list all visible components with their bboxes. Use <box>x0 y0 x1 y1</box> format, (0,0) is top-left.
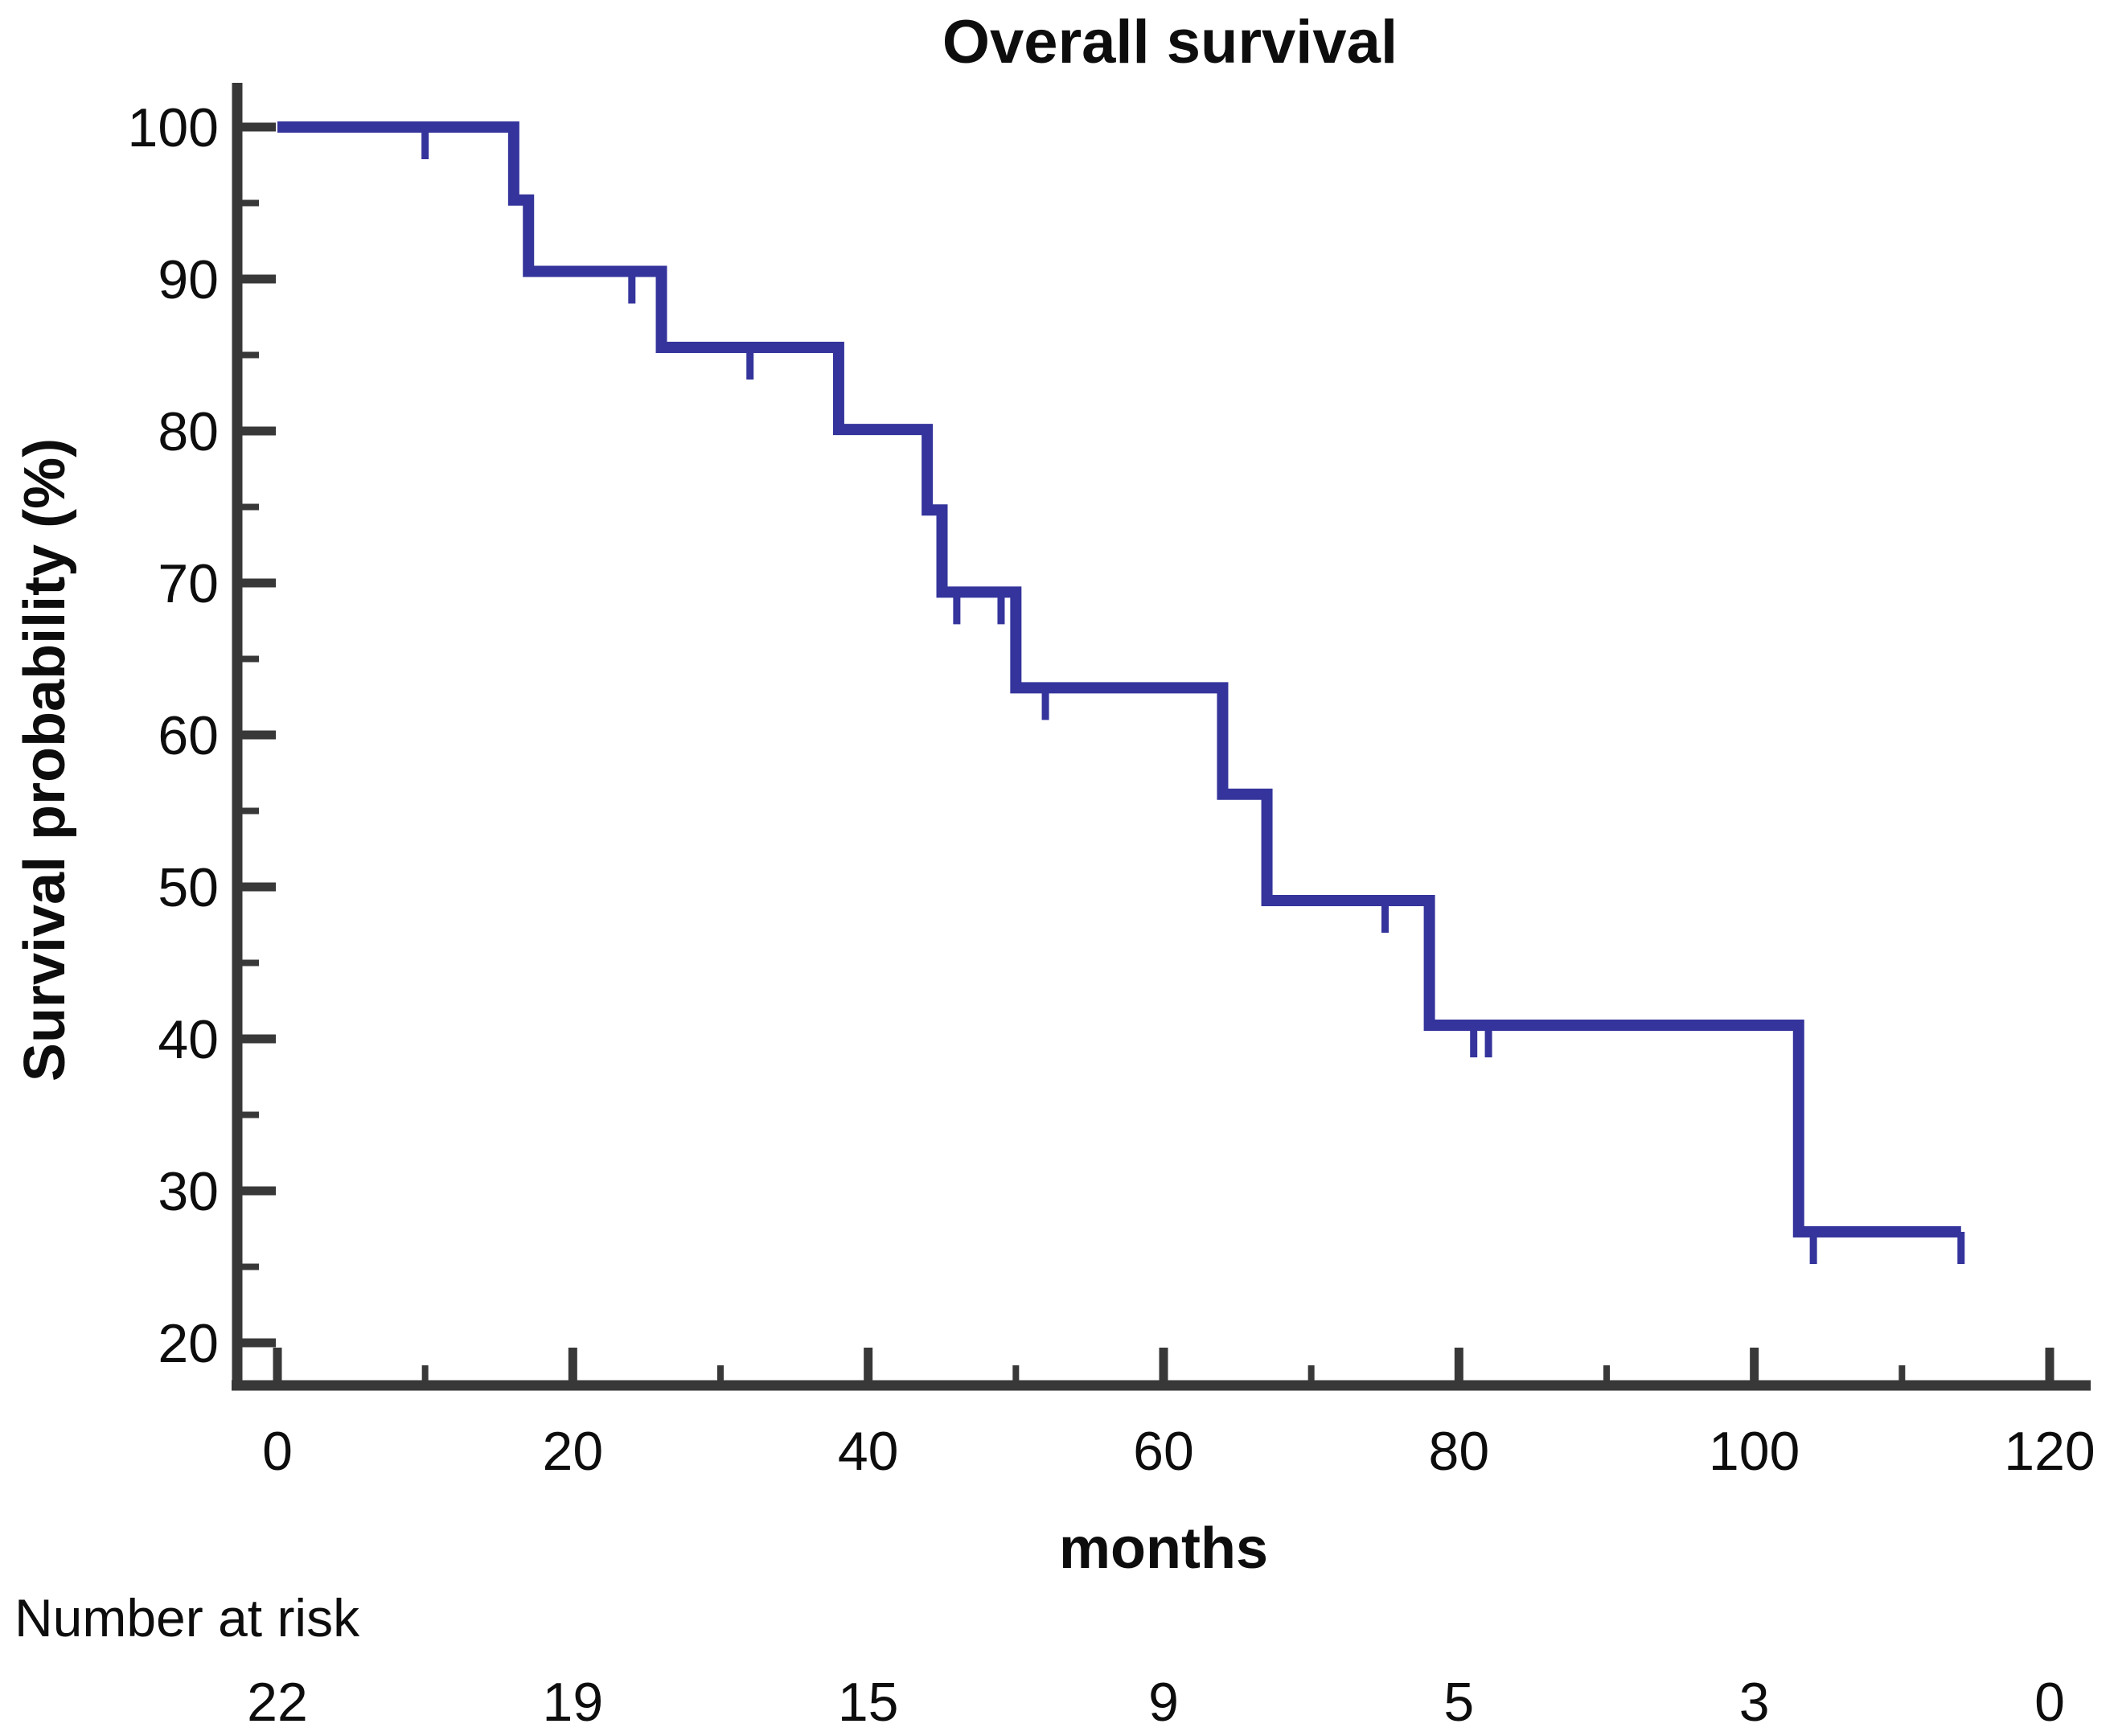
number-at-risk-row: 22 19 15 9 5 3 0 <box>247 1672 2065 1733</box>
tick-labels-layer: 100 90 80 70 60 50 40 30 20 0 20 40 60 80 100 120 <box>128 97 2096 1482</box>
ticks-layer <box>237 122 2054 1385</box>
number-at-risk-value: 22 <box>247 1672 308 1733</box>
number-at-risk-value: 3 <box>1739 1672 1770 1733</box>
x-tick-label: 40 <box>838 1421 899 1482</box>
number-at-risk-value: 0 <box>2034 1672 2065 1733</box>
x-tick-label: 0 <box>262 1421 293 1482</box>
chart-title: Overall survival <box>942 8 1398 76</box>
number-at-risk-value: 15 <box>838 1672 899 1733</box>
y-axis-label: Survival probability (%) <box>13 438 77 1081</box>
x-tick-label: 60 <box>1133 1421 1194 1482</box>
y-tick-label: 60 <box>158 705 219 766</box>
y-tick-label: 50 <box>158 857 219 918</box>
y-tick-label: 20 <box>158 1313 219 1374</box>
number-at-risk-label: Number at risk <box>14 1588 360 1648</box>
y-tick-label: 30 <box>158 1161 219 1222</box>
x-tick-label: 120 <box>2004 1421 2095 1482</box>
y-tick-label: 100 <box>128 97 219 158</box>
y-tick-label: 70 <box>158 553 219 614</box>
x-tick-label: 80 <box>1429 1421 1490 1482</box>
y-tick-label: 40 <box>158 1009 219 1070</box>
x-tick-label: 20 <box>543 1421 604 1482</box>
number-at-risk-value: 5 <box>1443 1672 1474 1733</box>
km-survival-curve <box>277 121 1961 1238</box>
axes-layer <box>232 83 2091 1391</box>
y-tick-label: 80 <box>158 401 219 462</box>
curve-layer <box>277 121 1965 1265</box>
number-at-risk-value: 19 <box>543 1672 604 1733</box>
y-tick-label: 90 <box>158 249 219 310</box>
x-tick-label: 100 <box>1709 1421 1800 1482</box>
x-axis-label: months <box>1059 1516 1268 1581</box>
number-at-risk-value: 9 <box>1148 1672 1179 1733</box>
